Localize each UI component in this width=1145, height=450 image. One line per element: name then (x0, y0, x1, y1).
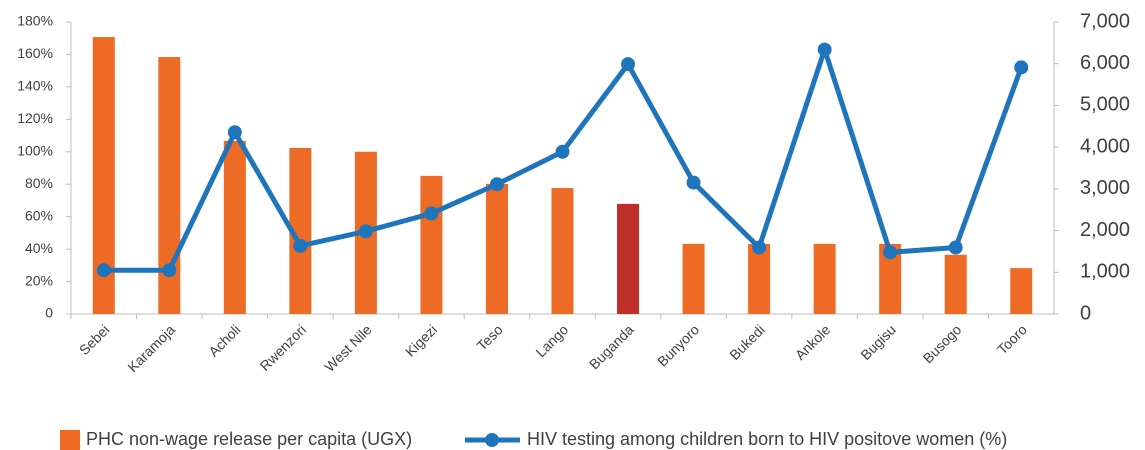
bar (420, 175, 443, 314)
line-point (883, 245, 898, 260)
y-tick-label: 180% (17, 13, 53, 29)
x-tick-label: Karamoja (124, 321, 178, 375)
y-tick-label: 0 (45, 305, 53, 321)
legend-swatch (60, 430, 80, 450)
x-tick-label: Teso (473, 321, 505, 353)
bar (682, 243, 705, 314)
line-point (948, 240, 963, 255)
y2-tick-label: 0 (1080, 302, 1091, 324)
y2-tick-label: 1,000 (1080, 261, 1130, 283)
y-tick-label: 100% (17, 142, 53, 158)
line-point (293, 238, 308, 253)
line-point (96, 263, 111, 278)
y2-tick-label: 6,000 (1080, 52, 1130, 74)
y2-tick-label: 7,000 (1080, 10, 1130, 32)
bar (158, 57, 181, 314)
line-point (1014, 60, 1029, 75)
x-tick-label: Busogo (920, 321, 965, 366)
bar (1010, 268, 1033, 314)
x-tick-label: Bukedi (726, 321, 768, 363)
x-tick-label: Acholi (205, 321, 243, 359)
y2-tick-label: 2,000 (1080, 219, 1130, 241)
bar (485, 183, 508, 314)
y-tick-label: 160% (17, 45, 53, 61)
line-point (162, 263, 177, 278)
y-tick-label: 60% (25, 207, 53, 223)
bar (92, 37, 115, 314)
x-tick-label: Lango (532, 321, 571, 360)
line-point (686, 175, 701, 190)
y-tick-label: 20% (25, 272, 53, 288)
x-tick-label: Bunyoro (654, 321, 702, 369)
bar (813, 243, 836, 314)
x-tick-label: West Nile (321, 321, 375, 375)
y2-tick-label: 3,000 (1080, 177, 1130, 199)
line-point (752, 240, 767, 255)
line-point (489, 177, 504, 192)
x-tick-label: Kigezi (402, 321, 440, 359)
y-tick-label: 80% (25, 175, 53, 191)
y-tick-label: 40% (25, 240, 53, 256)
bar (944, 254, 967, 314)
y-tick-label: 120% (17, 110, 53, 126)
legend-label: PHC non-wage release per capita (UGX) (86, 429, 412, 449)
bar (223, 140, 246, 314)
y2-tick-label: 5,000 (1080, 94, 1130, 116)
y-tick-label: 140% (17, 78, 53, 94)
x-tick-label: Bugisu (857, 321, 899, 363)
bar (551, 188, 574, 314)
x-tick-label: Tooro (994, 321, 1030, 357)
line-point (227, 125, 242, 140)
bar (748, 243, 771, 314)
bar (289, 147, 312, 314)
line-point (358, 224, 373, 239)
x-tick-label: Rwenzori (257, 321, 310, 374)
legend-swatch-point (485, 433, 499, 447)
x-tick-label: Sebei (76, 321, 113, 358)
line-point (817, 42, 832, 57)
x-tick-label: Buganda (586, 321, 637, 372)
bar (617, 203, 640, 314)
y2-tick-label: 4,000 (1080, 135, 1130, 157)
line-point (621, 57, 636, 72)
line-point (555, 144, 570, 159)
x-tick-label: Ankole (792, 321, 834, 363)
line-point (424, 206, 439, 221)
bar (879, 243, 902, 314)
legend-label: HIV testing among children born to HIV p… (527, 429, 1007, 449)
